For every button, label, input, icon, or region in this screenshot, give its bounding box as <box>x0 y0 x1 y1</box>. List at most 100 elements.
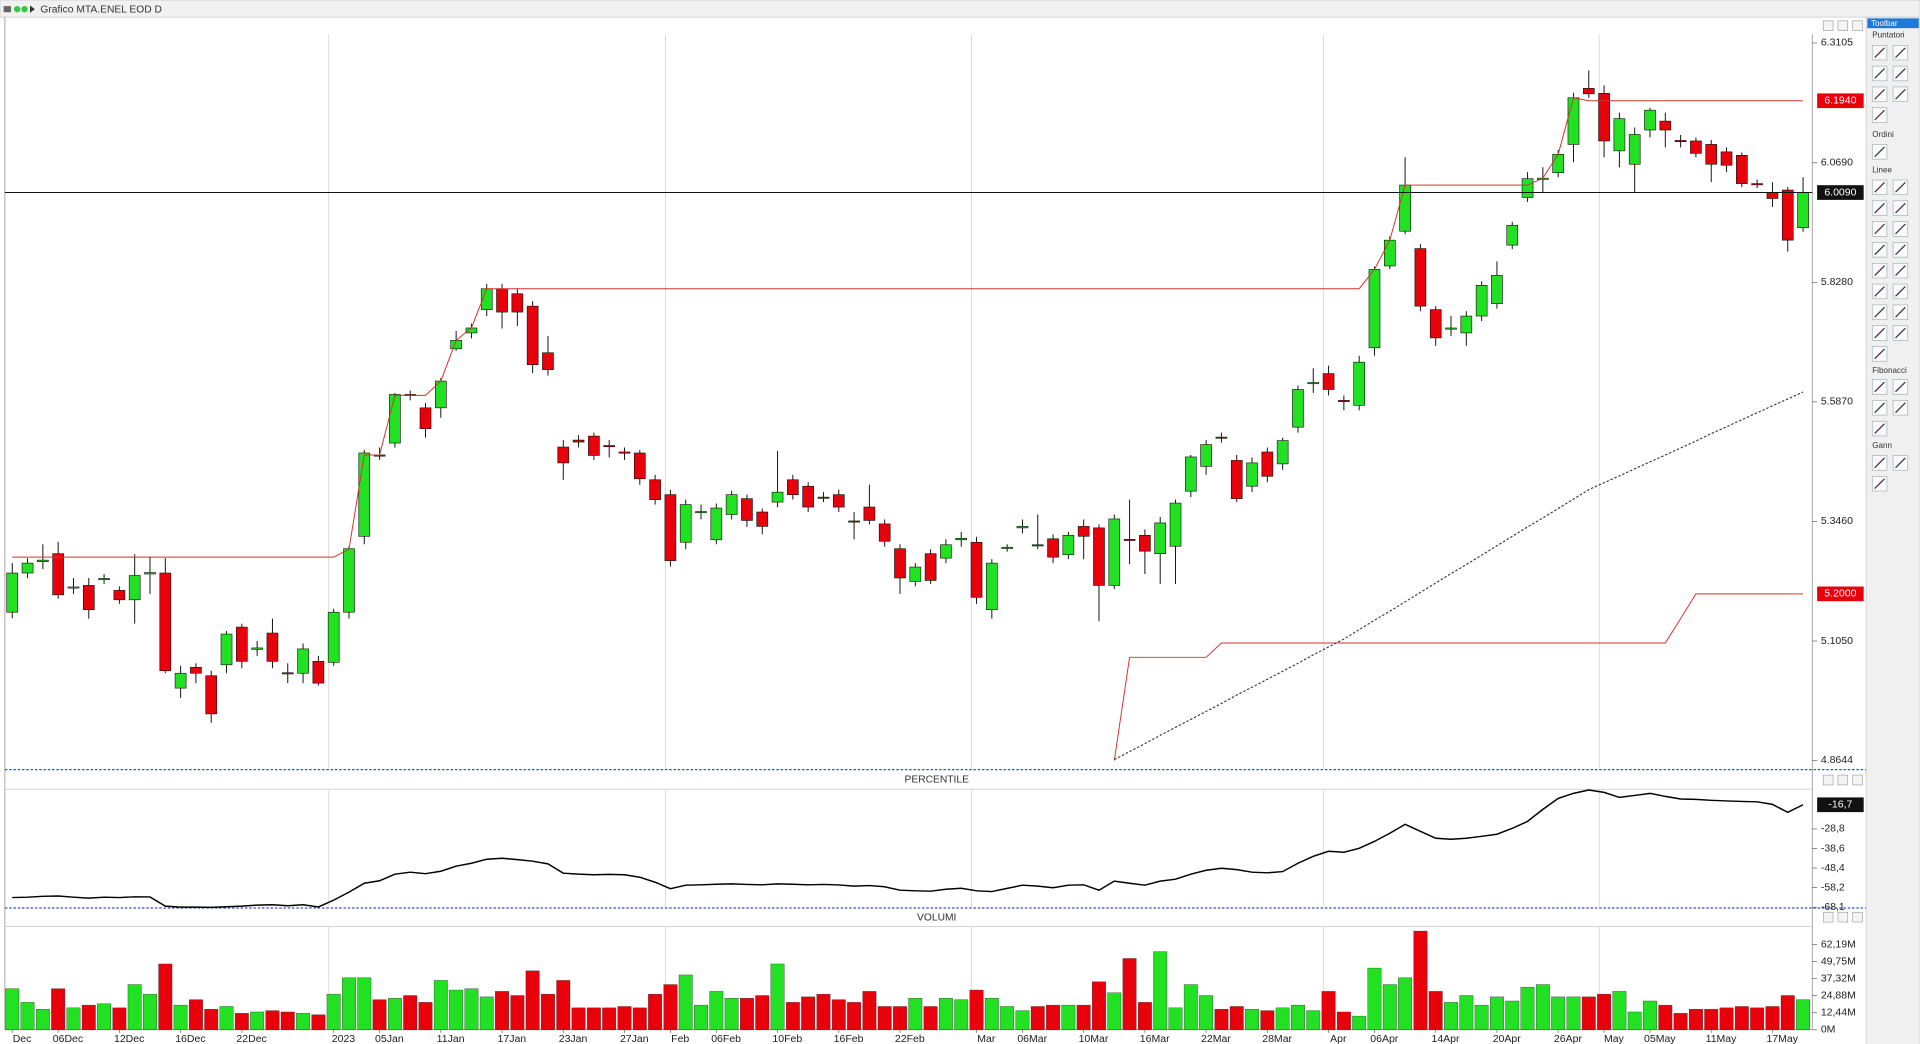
candle-body <box>205 675 218 715</box>
y-tick-label: -68,1 <box>1821 901 1845 913</box>
x-tick-label: Dec <box>13 1033 32 1044</box>
y-tick-label: 62,19M <box>1821 938 1856 950</box>
volume-bar <box>265 1010 280 1030</box>
x-tick-label: 10Mar <box>1079 1033 1109 1044</box>
candle-body <box>1200 444 1212 467</box>
candle-body <box>1751 183 1763 186</box>
close-button[interactable] <box>1852 911 1863 923</box>
tool-icon <box>1895 306 1906 318</box>
tool-icon <box>1874 478 1885 490</box>
candle-body <box>1429 309 1442 339</box>
x-tick-label: 14Apr <box>1431 1033 1460 1044</box>
candle-body <box>1322 373 1335 390</box>
volume-bar <box>1505 1000 1520 1030</box>
candle-body <box>664 494 677 561</box>
candle-body <box>1215 436 1228 439</box>
volume-bar <box>234 1013 249 1030</box>
volume-bar <box>495 991 509 1030</box>
minimize-button[interactable] <box>1822 911 1834 923</box>
y-tick-label: 6.3105 <box>1821 37 1853 49</box>
panel-title: PERCENTILE <box>905 775 970 786</box>
volume-bar <box>1413 930 1428 1030</box>
toolbar-section: Gann <box>1872 441 1892 450</box>
volume-bar <box>1658 1004 1673 1030</box>
volume-bar <box>862 991 877 1030</box>
volume-bar <box>173 1004 188 1030</box>
play-icon[interactable] <box>30 5 35 13</box>
candle-body <box>1506 224 1519 246</box>
price-marker-label: 5.2000 <box>1824 588 1856 600</box>
volume-bar <box>556 980 571 1030</box>
volume-bar <box>1643 1000 1657 1030</box>
x-tick-label: 17Jan <box>498 1033 527 1044</box>
candle-body <box>159 572 172 672</box>
candle-body <box>67 586 80 589</box>
tool-icon <box>1874 146 1885 158</box>
volume-bar <box>280 1011 295 1030</box>
status-dot <box>13 6 21 13</box>
volume-bar <box>923 1006 938 1030</box>
candle-body <box>1108 518 1121 586</box>
volume-bar <box>296 1013 310 1030</box>
y-tick-label: 0M <box>1821 1024 1836 1036</box>
close-button[interactable] <box>1852 774 1863 786</box>
tool-icon <box>1874 202 1885 214</box>
candle-body <box>1659 120 1672 131</box>
title-bar <box>0 0 1920 18</box>
candle-body <box>1031 544 1044 547</box>
candle-body <box>220 633 233 666</box>
candle-body <box>1781 189 1794 241</box>
candle-body <box>572 439 585 443</box>
x-tick-label: 26Apr <box>1554 1033 1583 1044</box>
candle-body <box>894 548 906 579</box>
minimize-button[interactable] <box>1822 20 1834 31</box>
candle-body <box>37 559 49 562</box>
toolbar-title: Toolbar <box>1871 19 1898 28</box>
candle-body <box>1154 522 1167 554</box>
minimize-button[interactable] <box>1822 774 1834 786</box>
indicator-line <box>12 789 1804 909</box>
volume-bar <box>97 1003 111 1030</box>
x-tick-label: 05Jan <box>375 1033 404 1044</box>
volume-bar <box>127 984 142 1030</box>
tool-icon <box>1874 265 1885 276</box>
volume-bar <box>1030 1006 1045 1030</box>
candle-body <box>1001 546 1013 549</box>
candle-body <box>1674 140 1687 142</box>
volume-bar <box>648 993 663 1030</box>
volume-bar <box>372 999 387 1030</box>
price-marker-label: -16,7 <box>1828 799 1852 811</box>
tool-icon <box>1895 327 1906 339</box>
close-button[interactable] <box>1852 20 1863 31</box>
candle-body <box>1567 97 1580 145</box>
tool-icon <box>1874 88 1885 100</box>
y-tick-label: 4.8644 <box>1821 754 1853 766</box>
candle-body <box>725 494 738 515</box>
volume-bar <box>1107 992 1122 1030</box>
candle-body <box>909 566 922 582</box>
tool-icon <box>1895 223 1906 235</box>
y-tick-label: -38,6 <box>1821 842 1845 854</box>
tool-icon <box>1895 265 1906 276</box>
candle-body <box>603 445 615 448</box>
candle-body <box>1705 144 1718 165</box>
price-marker-label: 6.1940 <box>1824 95 1856 107</box>
candle-body <box>557 446 570 464</box>
x-tick-label: Feb <box>671 1033 689 1044</box>
candle-body <box>1720 151 1733 166</box>
toolbar-section: Fibonacci <box>1872 366 1907 375</box>
restore-button[interactable] <box>1837 20 1849 31</box>
restore-button[interactable] <box>1837 774 1849 786</box>
volume-bar <box>1612 991 1627 1030</box>
x-tick-label: Mar <box>977 1033 996 1044</box>
volume-bar <box>678 974 693 1030</box>
candle-body <box>174 672 187 689</box>
tool-icon <box>1874 381 1885 393</box>
restore-button[interactable] <box>1837 911 1849 923</box>
tool-icon <box>1874 348 1885 360</box>
volume-bar <box>1214 1009 1229 1030</box>
candle-body <box>343 548 355 613</box>
menu-icon[interactable] <box>3 6 12 13</box>
volume-bar <box>1566 996 1581 1030</box>
volume-bar <box>1382 984 1397 1030</box>
